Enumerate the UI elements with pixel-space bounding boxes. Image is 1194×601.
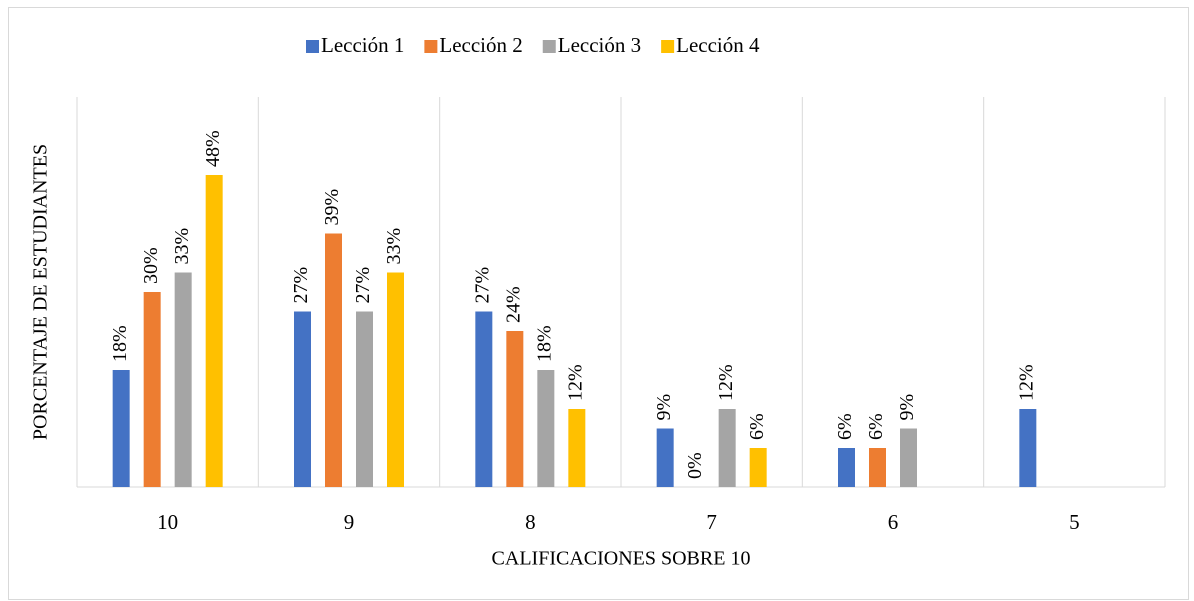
bar: [838, 448, 855, 487]
bar: [900, 428, 917, 487]
bar: [205, 175, 223, 487]
legend-swatch: [424, 40, 438, 53]
x-tick-label: 10: [157, 510, 178, 534]
value-label: 24%: [502, 286, 524, 323]
value-label: 0%: [684, 452, 706, 479]
value-label: 30%: [140, 247, 162, 284]
legend-label: Lección 1: [321, 33, 404, 57]
bar: [174, 272, 192, 487]
value-label: 6%: [865, 413, 887, 440]
value-label: 12%: [564, 364, 586, 401]
x-axis-title: CALIFICACIONES SOBRE 10: [492, 548, 751, 570]
value-label: 12%: [715, 364, 737, 401]
value-label: 27%: [290, 267, 312, 304]
chart-border: [8, 7, 1189, 600]
bar: [294, 311, 311, 487]
bar: [506, 331, 524, 487]
bar: [749, 448, 767, 487]
value-label: 9%: [896, 394, 918, 421]
value-label: 27%: [352, 267, 374, 304]
legend-label: Lección 2: [439, 33, 522, 57]
bar: [718, 409, 736, 487]
value-label: 12%: [1015, 364, 1037, 401]
legend-swatch: [661, 40, 675, 53]
legend-swatch: [306, 40, 319, 53]
value-label: 6%: [746, 413, 768, 440]
bar: [112, 370, 130, 487]
bar: [143, 292, 161, 487]
legend-label: Lección 3: [558, 33, 641, 57]
bar: [387, 272, 404, 487]
value-label: 33%: [383, 228, 405, 265]
value-label: 9%: [653, 394, 675, 421]
value-label: 18%: [533, 325, 555, 362]
x-tick-label: 6: [888, 510, 899, 534]
x-tick-label: 5: [1069, 510, 1080, 534]
y-axis-title: PORCENTAJE DE ESTUDIANTES: [30, 144, 52, 440]
bar: [475, 311, 493, 487]
value-label: 27%: [471, 267, 493, 304]
value-label: 6%: [834, 413, 856, 440]
x-tick-label: 7: [706, 510, 717, 534]
bar: [656, 428, 674, 487]
bar: [869, 448, 886, 487]
x-tick-label: 8: [525, 510, 536, 534]
bar: [325, 233, 342, 487]
value-label: 48%: [202, 130, 224, 167]
legend-label: Lección 4: [676, 33, 760, 57]
bar: [537, 370, 555, 487]
value-label: 39%: [321, 189, 343, 226]
bar: [356, 311, 373, 487]
bar: [568, 409, 586, 487]
x-tick-label: 9: [344, 510, 355, 534]
legend-swatch: [542, 40, 556, 53]
bar: [1019, 409, 1037, 487]
value-label: 33%: [171, 228, 193, 265]
value-label: 18%: [109, 325, 131, 362]
